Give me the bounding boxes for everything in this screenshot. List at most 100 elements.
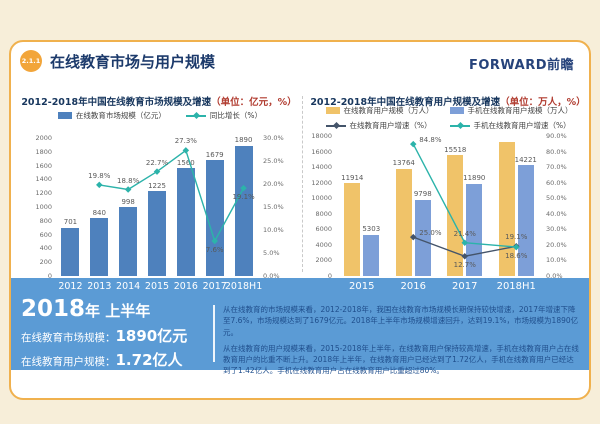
pct-axis-tick: 40.0% (546, 209, 567, 218)
legend-item: 手机在线教育用户规模（万人） (449, 105, 573, 116)
bar (517, 165, 534, 276)
y-axis-tick: 1600 (35, 161, 52, 170)
bar (414, 199, 431, 276)
bar-value-label: 9798 (413, 190, 432, 199)
x-axis-label: 2014 (116, 281, 141, 292)
section-number-badge: 2.1.1 (20, 50, 42, 72)
right-chart-title-unit: （单位：万人，%） (500, 97, 586, 108)
legend-label: 手机在线教育用户增速（%） (473, 121, 571, 130)
bar (90, 218, 109, 276)
summary-market-value: 1890亿元 (115, 327, 188, 345)
legend-line-swatch (325, 121, 346, 129)
y-axis-tick: 16000 (311, 147, 332, 156)
pct-axis-tick: 0.0% (546, 272, 563, 280)
page-title: 在线教育市场与用户规模 (50, 53, 216, 71)
legend-label: 在线教育市场规模（亿元） (75, 111, 166, 120)
pct-axis-tick: 90.0% (546, 132, 567, 140)
line-value-label: 25.0% (419, 229, 442, 238)
left-chart-title: 2012-2018年中国在线教育市场规模及增速（单位：亿元，%） (16, 94, 302, 108)
pct-axis-tick: 70.0% (546, 163, 567, 172)
pct-axis-tick: 60.0% (546, 178, 567, 187)
summary-market-label: 在线教育市场规模： (21, 332, 116, 344)
y-axis-tick: 10000 (311, 194, 332, 203)
summary-year: 2018年 上半年 (21, 296, 187, 322)
legend-item: 同比增长（%） (185, 110, 262, 121)
y-axis-tick: 4000 (315, 240, 332, 249)
y-axis-tick: 2000 (35, 134, 52, 142)
notes-block: 从在线教育的市场规模来看，2012-2018年，我国在线教育市场规模长期保持较快… (223, 304, 581, 382)
bar-value-label: 11914 (341, 173, 364, 182)
y-axis-tick: 6000 (315, 225, 332, 234)
y-axis-tick: 200 (39, 258, 52, 267)
pct-axis-tick: 5.0% (263, 249, 280, 257)
diamond-marker-icon (456, 121, 464, 129)
bar (205, 160, 224, 276)
left-chart-title-text: 2012-2018年中国在线教育市场规模及增速 (21, 97, 212, 108)
legend-label: 在线教育用户增速（%） (349, 121, 432, 130)
legend-line-swatch (449, 121, 470, 129)
pct-axis-tick: 20.0% (546, 240, 567, 249)
bar (148, 191, 166, 276)
pct-axis-tick: 25.0% (263, 157, 284, 165)
y-axis-tick: 2000 (315, 256, 332, 265)
line-value-label: 84.8% (419, 136, 442, 145)
right-chart-title-text: 2012-2018年中国在线教育用户规模及增速 (310, 97, 501, 108)
bar-value-label: 11890 (463, 174, 486, 183)
y-axis-tick: 1400 (35, 175, 52, 184)
bar-value-label: 840 (92, 208, 106, 217)
bar-value-label: 14221 (514, 155, 537, 164)
y-axis-tick: 400 (39, 244, 52, 253)
y-axis-tick: 1000 (35, 203, 52, 211)
pct-axis-tick: 20.0% (263, 180, 284, 188)
legend-item: 在线教育市场规模（亿元） (57, 110, 166, 121)
y-axis-tick: 12000 (311, 178, 332, 187)
legend-label: 手机在线教育用户规模（万人） (467, 106, 573, 115)
bar (395, 168, 412, 276)
legend-item: 在线教育用户规模（万人） (325, 105, 434, 116)
x-axis-label: 2018H1 (224, 281, 263, 292)
y-axis-tick: 600 (39, 230, 52, 239)
y-axis-tick: 14000 (311, 163, 332, 172)
pct-axis-tick: 50.0% (546, 194, 567, 203)
summary-block: 2018年 上半年 在线教育市场规模：1890亿元 在线教育用户规模：1.72亿… (21, 296, 187, 370)
bar-value-label: 701 (63, 218, 78, 227)
bar (119, 207, 138, 276)
diamond-marker-icon (192, 111, 200, 119)
y-axis-tick: 0 (47, 272, 52, 280)
bar (363, 234, 380, 276)
x-axis-label: 2013 (87, 281, 112, 292)
pct-axis-tick: 10.0% (546, 256, 567, 265)
x-axis-label: 2016 (173, 281, 198, 292)
right-chart-legend: 在线教育用户规模（万人） 手机在线教育用户规模（万人） 在线教育用户增速（%） 手机在… (310, 105, 588, 131)
summary-user-row: 在线教育用户规模：1.72亿人 (21, 349, 187, 370)
line-value-label: 21.4% (453, 229, 476, 238)
legend-label: 在线教育用户规模（万人） (343, 106, 434, 115)
left-chart-title-unit: （单位：亿元，%） (211, 97, 297, 108)
line-value-label: 27.3% (174, 137, 197, 146)
note-market-paragraph: 从在线教育的市场规模来看，2012-2018年，我国在线教育市场规模长期保持较快… (223, 305, 579, 337)
summary-band: 2018年 上半年 在线教育市场规模：1890亿元 在线教育用户规模：1.72亿… (11, 278, 589, 375)
forward-logo: FORWARD前瞻 (468, 58, 574, 73)
pct-axis-tick: 30.0% (263, 134, 284, 142)
line-value-label: 22.7% (145, 158, 169, 167)
right-chart-title: 2012-2018年中国在线教育用户规模及增速（单位：万人，%） (306, 94, 590, 108)
x-axis-label: 2017 (202, 281, 227, 292)
note-user-paragraph: 从在线教育的用户规模来看，2015-2018年上半年，在线教育用户保持较高增速，… (223, 343, 579, 376)
x-axis-label: 2015 (349, 281, 375, 292)
legend-line-swatch (185, 111, 206, 119)
line-value-label: 7.6% (205, 246, 224, 255)
y-axis-tick: 8000 (315, 209, 332, 218)
line-value-label: 19.1% (232, 193, 255, 202)
line-value-label: 18.8% (117, 176, 140, 185)
y-axis-tick: 800 (39, 216, 52, 225)
charts-dashed-divider (302, 96, 303, 272)
bar-value-label: 1890 (234, 136, 253, 145)
pct-axis-tick: 0.0% (263, 272, 280, 280)
pct-axis-tick: 80.0% (546, 147, 567, 156)
bar-value-label: 13764 (392, 159, 415, 168)
legend-item: 在线教育用户增速（%） (325, 120, 434, 131)
pct-axis-tick: 30.0% (546, 225, 567, 234)
bar (344, 183, 361, 276)
legend-bar-swatch (325, 107, 340, 114)
bar-value-label: 15518 (444, 145, 467, 154)
